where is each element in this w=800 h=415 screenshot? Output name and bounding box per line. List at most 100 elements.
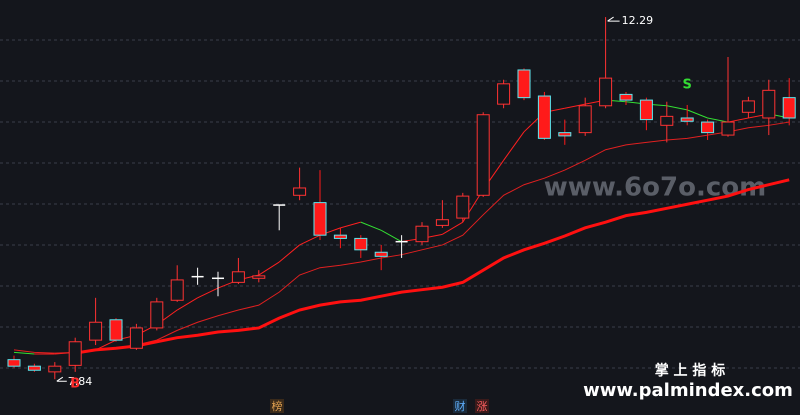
candle xyxy=(680,104,694,126)
candle-body xyxy=(48,365,62,373)
candle xyxy=(415,222,429,245)
candle xyxy=(7,355,21,368)
ma-segment xyxy=(442,221,464,235)
candle xyxy=(68,337,82,372)
tag-box xyxy=(475,399,489,413)
candle xyxy=(129,323,143,350)
candle-body xyxy=(333,234,347,239)
candle xyxy=(109,318,123,342)
candle xyxy=(435,200,449,228)
ma-segment xyxy=(360,221,382,231)
candle xyxy=(333,227,347,249)
candle-body xyxy=(374,251,388,257)
footer-tag: 榜 xyxy=(272,399,283,413)
ma-segment xyxy=(503,131,525,161)
candle-body xyxy=(170,279,184,301)
candle xyxy=(252,270,266,283)
ma-segment xyxy=(278,244,300,263)
candle xyxy=(517,68,531,101)
candle-body xyxy=(109,319,123,341)
candle-body xyxy=(293,187,307,196)
pointer xyxy=(607,16,620,22)
candle-body xyxy=(68,341,82,366)
candle-body xyxy=(721,121,735,136)
candle xyxy=(497,79,511,109)
watermark-site: www.6o7o.com xyxy=(544,173,766,203)
candle xyxy=(782,78,796,126)
high-label: 12.29 xyxy=(622,14,654,27)
candle xyxy=(741,96,755,118)
candle-body xyxy=(762,89,776,119)
ma-segment xyxy=(176,297,198,311)
candle xyxy=(395,235,408,258)
tag-box xyxy=(453,399,467,413)
candle-body xyxy=(231,271,245,283)
candle-body xyxy=(27,365,41,371)
candle xyxy=(660,101,674,143)
footer: 榜 财 涨 xyxy=(270,399,489,413)
candle xyxy=(537,91,551,140)
pointer xyxy=(56,376,67,382)
candle xyxy=(89,297,103,346)
candle-body xyxy=(89,321,103,341)
ma-segment xyxy=(564,103,586,109)
candle xyxy=(150,297,164,331)
candle-body xyxy=(435,219,449,226)
candle-body xyxy=(456,195,470,219)
candle xyxy=(191,267,204,285)
candle-body xyxy=(313,202,327,236)
ma-segment xyxy=(707,117,729,123)
candle-body xyxy=(680,117,694,122)
low-label: 7.84 xyxy=(68,375,93,388)
grid xyxy=(0,39,800,369)
candle-body xyxy=(578,105,592,134)
ma-segment xyxy=(13,351,35,355)
ma-segment xyxy=(380,229,402,243)
candle-body xyxy=(701,121,715,134)
ma-segment xyxy=(258,261,280,276)
candle-body xyxy=(415,225,429,243)
candle-body xyxy=(782,97,796,119)
footer-tag: 财 xyxy=(455,399,466,413)
candle-body xyxy=(599,77,613,107)
candle xyxy=(212,271,224,297)
candle xyxy=(374,244,388,271)
candle xyxy=(313,170,327,241)
candle xyxy=(27,363,41,372)
candle-body xyxy=(150,301,164,329)
candle xyxy=(231,257,245,284)
candle xyxy=(558,119,572,145)
candle-body xyxy=(558,132,572,137)
ma-segment xyxy=(299,234,321,246)
candle xyxy=(599,17,613,109)
ma-segment xyxy=(687,109,708,119)
tag-box xyxy=(270,399,284,413)
candle-body xyxy=(537,95,551,139)
candle xyxy=(48,362,62,380)
watermark-brand: 掌 上 指 标 xyxy=(655,362,726,379)
candle xyxy=(476,112,490,197)
candle-body xyxy=(497,83,511,105)
ma-segment xyxy=(197,287,219,299)
ma-segment xyxy=(340,221,361,229)
signal: S xyxy=(683,77,692,92)
candle xyxy=(619,91,633,105)
candle-body xyxy=(7,359,21,367)
candle xyxy=(701,119,715,140)
candle xyxy=(456,192,470,223)
candle xyxy=(354,235,368,258)
ma-segment xyxy=(666,105,688,111)
candle xyxy=(639,97,653,131)
candle xyxy=(762,79,776,136)
ma-line xyxy=(74,178,790,355)
ma-segment xyxy=(727,117,749,123)
candle-body xyxy=(741,100,755,113)
candle-body xyxy=(517,69,531,99)
candle xyxy=(721,56,735,137)
candle-body xyxy=(660,115,674,126)
candle-body xyxy=(476,114,490,196)
candle xyxy=(578,97,592,136)
candle-body xyxy=(354,237,368,251)
candle xyxy=(293,167,307,201)
